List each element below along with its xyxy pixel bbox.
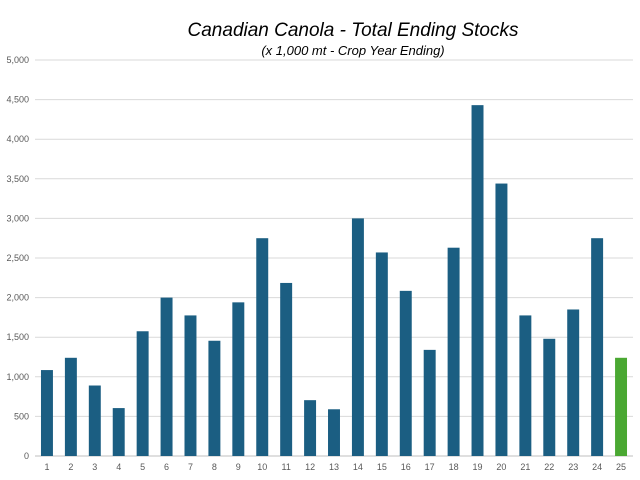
x-tick-label: 18 [449,462,459,472]
x-tick-label: 4 [116,462,121,472]
bar-8 [208,340,221,456]
bar-22 [543,338,556,456]
x-tick-label: 25 [616,462,626,472]
bar-14 [351,218,364,456]
bars [40,105,628,457]
bar-13 [328,409,340,456]
x-tick-label: 10 [257,462,267,472]
x-axis-ticks: 1 2 3 4 5 6 7 8 9 10 11 12 13 14 15 16 17 18 19 20 21 22 23 24 2… [44,462,626,472]
x-tick-label: 3 [92,462,97,472]
x-tick-label: 1 [44,462,49,472]
x-tick-label: 9 [236,462,241,472]
y-tick-label: 3,500 [6,174,29,184]
bar-23 [567,309,580,456]
chart-title: Canadian Canola - Total Ending Stocks [188,20,519,41]
x-tick-label: 20 [496,462,506,472]
x-tick-label: 7 [188,462,193,472]
x-tick-label: 22 [544,462,554,472]
y-tick-label: 4,000 [6,134,29,144]
x-tick-label: 13 [329,462,339,472]
x-tick-label: 15 [377,462,387,472]
x-tick-label: 2 [68,462,73,472]
y-tick-label: 3,000 [6,213,29,223]
x-tick-label: 11 [281,462,290,472]
y-tick-label: 1,500 [6,332,29,342]
y-tick-label: 2,000 [6,293,29,303]
bar-5 [136,331,149,456]
bar-18 [447,247,460,456]
bar-1 [40,370,53,456]
gridlines [35,59,633,457]
bar-3 [88,385,101,456]
bar-17 [423,349,436,456]
x-tick-label: 23 [568,462,578,472]
bar-10 [256,238,269,456]
bar-15 [375,252,388,456]
y-tick-label: 0 [24,451,29,461]
y-axis-ticks: 0 500 1,000 1,500 2,000 2,500 3,000 3,500 4,000 4… [6,55,29,461]
bar-9 [232,302,245,456]
bar-19 [471,105,484,457]
x-tick-label: 8 [212,462,217,472]
bar-25 [615,357,628,456]
y-tick-label: 500 [14,411,29,421]
bar-20 [495,183,508,456]
y-tick-label: 5,000 [6,55,29,65]
y-tick-label: 4,500 [6,95,29,105]
x-tick-label: 6 [164,462,169,472]
x-tick-label: 21 [520,462,530,472]
bar-11 [280,282,293,456]
bar-6 [160,297,173,456]
bar-2 [64,357,77,456]
x-tick-label: 14 [353,462,363,472]
x-tick-label: 17 [425,462,435,472]
bar-16 [399,290,412,456]
bar-24 [591,238,604,456]
y-tick-label: 2,500 [6,253,29,263]
x-tick-label: 19 [473,462,483,472]
y-tick-label: 1,000 [6,372,29,382]
bar-4 [112,408,125,456]
x-tick-label: 16 [401,462,411,472]
bar-7 [184,315,197,456]
bar-12 [304,400,317,456]
bar-21 [519,315,532,456]
x-tick-label: 12 [305,462,315,472]
x-tick-label: 24 [592,462,602,472]
chart-subtitle: (x 1,000 mt - Crop Year Ending) [261,43,444,58]
x-tick-label: 5 [140,462,145,472]
